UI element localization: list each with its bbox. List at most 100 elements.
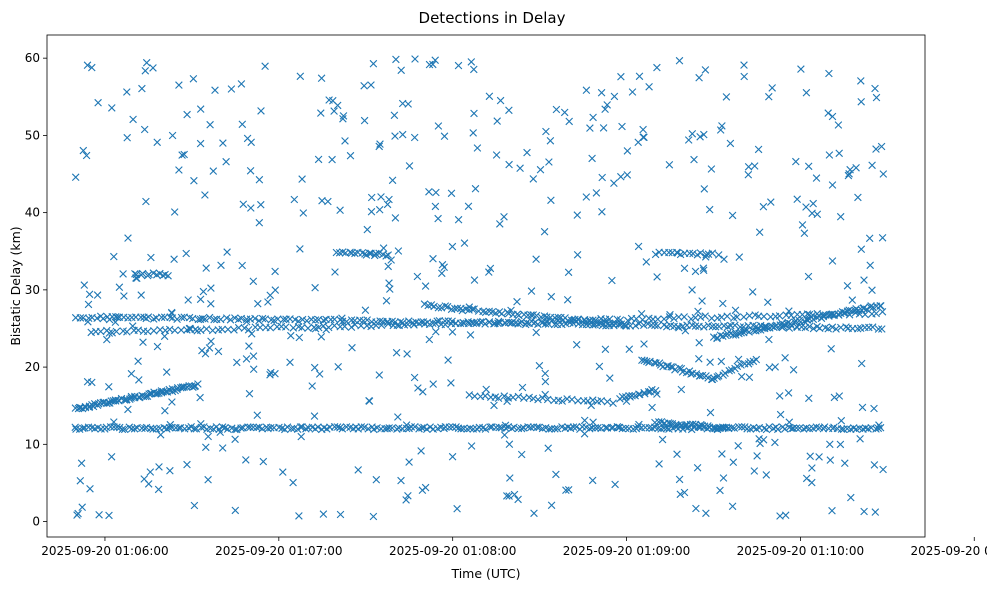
detection-point <box>702 250 710 259</box>
detection-point <box>691 267 700 276</box>
detection-point <box>255 175 264 184</box>
detection-point <box>302 425 310 433</box>
detection-point <box>448 317 456 326</box>
detection-point <box>287 424 296 433</box>
detection-point <box>418 486 427 494</box>
detection-point <box>85 290 94 299</box>
detection-point <box>553 424 562 433</box>
detection-point <box>665 248 673 257</box>
detection-point <box>501 421 510 430</box>
detection-point <box>357 423 366 431</box>
detection-point <box>129 115 137 124</box>
detection-point <box>310 412 319 420</box>
detection-point <box>536 165 545 174</box>
detection-point <box>558 397 566 405</box>
detection-point <box>479 317 487 326</box>
detection-point <box>696 249 705 257</box>
detection-point <box>651 321 659 330</box>
detection-point <box>588 154 596 163</box>
detection-point <box>846 165 854 174</box>
detection-point <box>667 363 675 371</box>
detection-point <box>675 323 683 332</box>
detection-point <box>730 424 739 432</box>
detection-point <box>695 73 703 82</box>
detection-point <box>808 478 816 487</box>
detection-point <box>726 139 735 148</box>
detection-point <box>676 490 685 499</box>
detection-point <box>244 326 253 334</box>
detection-point <box>210 315 218 324</box>
y-tick-label: 0 <box>32 515 40 529</box>
detection-point <box>507 306 515 315</box>
detection-point <box>490 401 498 410</box>
detection-point <box>767 198 775 206</box>
detection-point <box>96 327 105 336</box>
detection-point <box>791 318 799 327</box>
detection-point <box>599 124 608 132</box>
detection-point <box>654 321 662 330</box>
detection-point <box>369 59 378 68</box>
detection-point <box>363 316 371 324</box>
detection-point <box>720 255 728 263</box>
detection-point <box>526 423 535 432</box>
detection-point <box>457 425 465 433</box>
detection-point <box>134 357 142 365</box>
detection-point <box>404 492 412 500</box>
detection-point <box>706 358 714 366</box>
detection-point <box>643 357 651 366</box>
detection-point <box>826 440 834 449</box>
detection-point <box>716 486 724 495</box>
detection-point <box>372 475 381 484</box>
detection-point <box>333 101 342 110</box>
detection-point <box>538 394 547 402</box>
detection-point <box>230 326 238 334</box>
detection-point <box>253 411 262 419</box>
detection-point <box>870 404 878 413</box>
detection-point <box>84 300 93 309</box>
detection-point <box>282 323 290 331</box>
detection-point <box>705 205 714 214</box>
detection-point <box>107 453 116 461</box>
detection-point <box>572 423 581 431</box>
detection-point <box>617 172 625 181</box>
detection-point <box>124 234 132 242</box>
detection-point <box>160 332 169 341</box>
detection-point <box>830 393 839 402</box>
detection-point <box>645 83 653 91</box>
detection-point <box>495 423 503 432</box>
detection-point <box>708 249 717 257</box>
y-axis-label: Bistatic Delay (km) <box>8 226 23 345</box>
detection-point <box>340 322 349 331</box>
detection-point <box>226 316 235 324</box>
detection-point <box>296 423 305 431</box>
detection-point <box>182 249 190 258</box>
detection-point <box>452 319 460 328</box>
detection-point <box>820 423 829 431</box>
detection-point <box>768 84 776 92</box>
detection-point <box>759 202 768 211</box>
detection-point <box>595 362 604 371</box>
detection-point <box>279 315 288 324</box>
detection-point <box>654 424 662 433</box>
detection-point <box>651 250 660 259</box>
detection-point <box>314 155 323 164</box>
detection-point <box>674 421 683 430</box>
detection-point <box>194 380 202 388</box>
detection-point <box>640 133 648 142</box>
detection-point <box>789 424 798 432</box>
detection-point <box>828 181 837 189</box>
detection-point <box>861 310 869 319</box>
detection-point <box>233 358 241 367</box>
detection-point <box>809 315 818 324</box>
detection-point <box>845 306 853 314</box>
detection-point <box>564 268 573 277</box>
detection-point <box>834 121 843 129</box>
detection-point <box>196 393 204 402</box>
detection-point <box>562 486 570 494</box>
detection-point <box>429 60 437 69</box>
detection-point <box>688 286 696 294</box>
detection-point <box>870 461 879 469</box>
detection-point <box>564 423 572 431</box>
detection-point <box>140 125 149 134</box>
detection-point <box>879 170 888 178</box>
